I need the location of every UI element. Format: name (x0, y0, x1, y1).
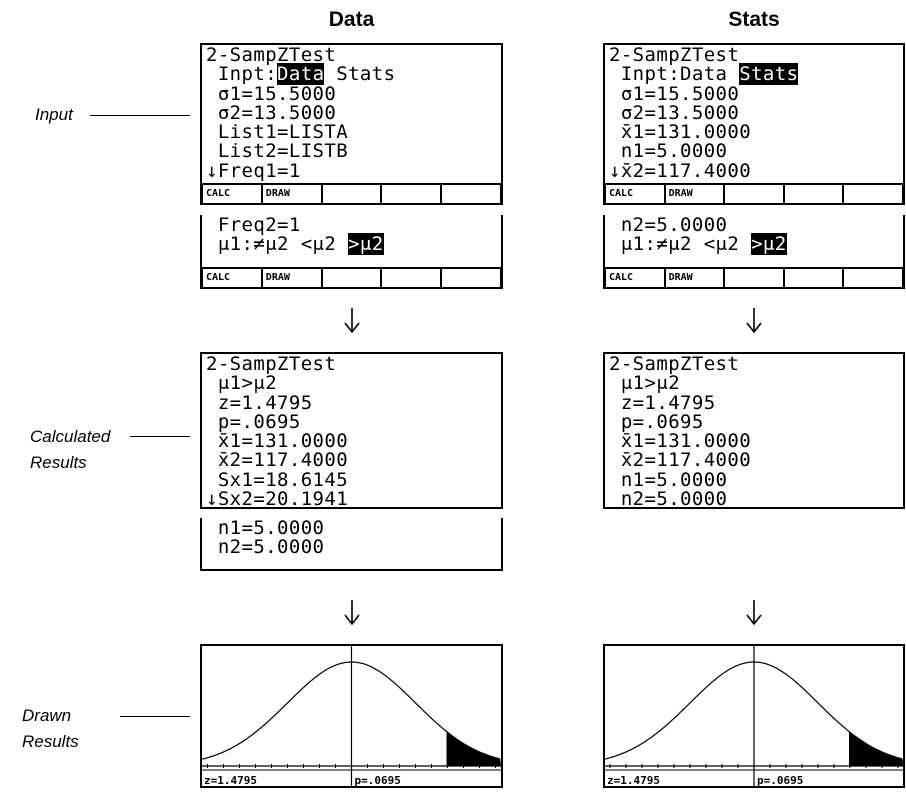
screen-line: Inpt:Data Stats (609, 65, 903, 84)
calculator-screen: n1=5.0000 n2=5.0000 (200, 518, 503, 571)
text-segment: μ1:≠μ2 <μ2 (206, 233, 348, 255)
screen-line: ↓x̄2=117.4000 (609, 162, 903, 181)
screen-line: x̄2=117.4000 (609, 451, 903, 470)
menu-item (323, 185, 381, 203)
menu-item: CALC (203, 185, 261, 203)
screen-line: z=1.4795 (609, 394, 903, 413)
screen-line: x̄2=117.4000 (206, 451, 501, 470)
arrow-shape (345, 308, 359, 332)
text-segment: Inpt:Data (609, 63, 739, 85)
leader-line (130, 436, 190, 437)
highlighted-option: >μ2 (348, 233, 384, 255)
row-label: Calculated Results (30, 424, 120, 476)
screen-text: 2-SampZTest Inpt:Data Stats σ1=15.5000 σ… (202, 45, 501, 181)
menu-item (323, 269, 381, 287)
screen-line: μ1>μ2 (206, 374, 501, 393)
highlighted-option: Stats (739, 63, 798, 85)
menu-bar: CALCDRAW (202, 183, 501, 203)
text-segment: Stats (324, 63, 395, 85)
screen-text: 2-SampZTest Inpt:Data Stats σ1=15.5000 σ… (605, 45, 903, 181)
menu-item: CALC (203, 269, 261, 287)
row-label: Input (35, 102, 125, 128)
menu-item (382, 185, 440, 203)
leader-line (120, 716, 190, 717)
p-label: p=.0695 (355, 774, 401, 787)
screen-line: z=1.4795 (206, 394, 501, 413)
screen-text: Freq2=1 μ1:≠μ2 <μ2 >μ2 (202, 215, 501, 255)
column-header: Stats (604, 8, 904, 32)
menu-item (844, 269, 902, 287)
menu-item: CALC (606, 185, 664, 203)
row-label: Drawn Results (22, 703, 112, 755)
menu-item (442, 185, 500, 203)
screen-text: n1=5.0000 n2=5.0000 (202, 518, 501, 558)
down-arrow (744, 306, 764, 334)
menu-item: DRAW (666, 185, 724, 203)
text-segment: μ1:≠μ2 <μ2 (609, 233, 751, 255)
menu-item: DRAW (263, 185, 321, 203)
menu-item: DRAW (666, 269, 724, 287)
highlighted-option: >μ2 (751, 233, 787, 255)
calculator-screen: 2-SampZTest Inpt:Data Stats σ1=15.5000 σ… (200, 43, 503, 205)
p-label: p=.0695 (757, 774, 803, 787)
screen-line: n1=5.0000 (609, 142, 903, 161)
calculator-screen: 2-SampZTest μ1>μ2 z=1.4795 p=.0695 x̄1=1… (200, 352, 503, 509)
menu-item (725, 269, 783, 287)
screen-line: List2=LISTB (206, 142, 501, 161)
arrow-shape (345, 600, 359, 624)
menu-item (785, 185, 843, 203)
menu-item (844, 185, 902, 203)
graph (202, 646, 501, 786)
screen-line: μ1:≠μ2 <μ2 >μ2 (206, 235, 501, 254)
screen-line: ↓Sx2=20.1941 (206, 490, 501, 509)
column-header: Data (202, 8, 502, 32)
down-arrow (342, 598, 362, 626)
screen-line: σ1=15.5000 (206, 85, 501, 104)
down-arrow (744, 598, 764, 626)
calculator-screen: 2-SampZTest μ1>μ2 z=1.4795 p=.0695 x̄1=1… (603, 352, 905, 509)
z-label: z=1.4795 (607, 774, 660, 787)
screen-line: n2=5.0000 (609, 490, 903, 509)
down-arrow (342, 306, 362, 334)
screen-line: Inpt:Data Stats (206, 65, 501, 84)
screen-text: 2-SampZTest μ1>μ2 z=1.4795 p=.0695 x̄1=1… (605, 354, 903, 509)
text-segment: Inpt: (206, 63, 277, 85)
arrow-shape (747, 600, 761, 624)
calculator-screen: 2-SampZTest Inpt:Data Stats σ1=15.5000 σ… (603, 43, 905, 205)
menu-item (785, 269, 843, 287)
arrow-shape (747, 308, 761, 332)
screen-line: μ1:≠μ2 <μ2 >μ2 (609, 235, 903, 254)
screen-line: ↓Freq1=1 (206, 162, 501, 181)
menu-item (382, 269, 440, 287)
menu-item: CALC (606, 269, 664, 287)
screen-line: σ1=15.5000 (609, 85, 903, 104)
menu-item (725, 185, 783, 203)
graph (605, 646, 903, 786)
z-label: z=1.4795 (204, 774, 257, 787)
menu-item (442, 269, 500, 287)
graph-screen: z=1.4795 p=.0695 (200, 644, 503, 788)
screen-line: μ1>μ2 (609, 374, 903, 393)
menu-item: DRAW (263, 269, 321, 287)
highlighted-option: Data (277, 63, 324, 85)
graph-screen: z=1.4795 p=.0695 (603, 644, 905, 788)
screen-text: n2=5.0000 μ1:≠μ2 <μ2 >μ2 (605, 215, 903, 255)
screen-text: 2-SampZTest μ1>μ2 z=1.4795 p=.0695 x̄1=1… (202, 354, 501, 509)
screen-line: n2=5.0000 (206, 538, 501, 557)
page: Input Calculated Results Drawn Results Data… (0, 0, 906, 795)
